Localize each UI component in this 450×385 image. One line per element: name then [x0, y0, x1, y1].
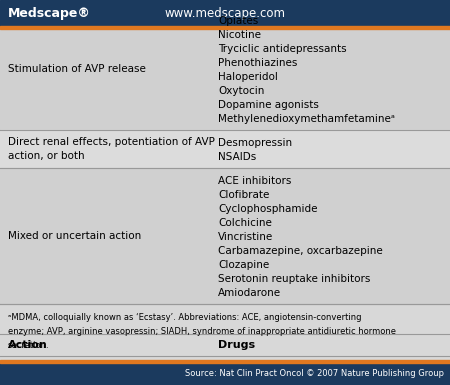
Bar — [0, 8, 450, 130]
Text: ACE inhibitors: ACE inhibitors — [218, 176, 292, 186]
Text: Methylenedioxymethamfetamineᵃ: Methylenedioxymethamfetamineᵃ — [218, 114, 395, 124]
Text: Clozapine: Clozapine — [218, 260, 269, 270]
Text: Clofibrate: Clofibrate — [218, 190, 270, 200]
Text: Colchicine: Colchicine — [218, 218, 272, 228]
Text: Haloperidol: Haloperidol — [218, 72, 278, 82]
Text: Vincristine: Vincristine — [218, 232, 273, 242]
Bar — [0, 130, 450, 168]
Text: Oxytocin: Oxytocin — [218, 86, 265, 96]
Bar — [0, 168, 450, 304]
Text: www.medscape.com: www.medscape.com — [165, 7, 285, 20]
Bar — [0, 0, 450, 26]
Text: Phenothiazines: Phenothiazines — [218, 58, 297, 68]
Text: Amiodarone: Amiodarone — [218, 288, 281, 298]
Text: enzyme; AVP, arginine vasopressin; SIADH, syndrome of inappropriate antidiuretic: enzyme; AVP, arginine vasopressin; SIADH… — [8, 326, 396, 335]
Text: Drugs: Drugs — [218, 340, 255, 350]
Text: Medscape®: Medscape® — [8, 7, 91, 20]
Text: Nicotine: Nicotine — [218, 30, 261, 40]
Text: Carbamazepine, oxcarbazepine: Carbamazepine, oxcarbazepine — [218, 246, 383, 256]
Text: Direct renal effects, potentiation of AVP: Direct renal effects, potentiation of AV… — [8, 137, 215, 147]
Text: Desmopressin: Desmopressin — [218, 138, 292, 148]
Text: Serotonin reuptake inhibitors: Serotonin reuptake inhibitors — [218, 274, 370, 284]
Text: Opiates: Opiates — [218, 16, 258, 26]
Text: action, or both: action, or both — [8, 151, 85, 161]
Text: Source: Nat Clin Pract Oncol © 2007 Nature Publishing Group: Source: Nat Clin Pract Oncol © 2007 Natu… — [185, 370, 444, 378]
Text: Mixed or uncertain action: Mixed or uncertain action — [8, 231, 141, 241]
Text: ᵃMDMA, colloquially known as ‘Ecstasy’. Abbreviations: ACE, angiotensin-converti: ᵃMDMA, colloquially known as ‘Ecstasy’. … — [8, 313, 361, 321]
Bar — [0, 360, 450, 363]
Bar — [0, 334, 450, 356]
Text: Stimulation of AVP release: Stimulation of AVP release — [8, 64, 146, 74]
Text: NSAIDs: NSAIDs — [218, 152, 256, 162]
Bar — [0, 363, 450, 385]
Bar — [0, 26, 450, 29]
Text: Cyclophosphamide: Cyclophosphamide — [218, 204, 318, 214]
Bar — [0, 304, 450, 360]
Text: Action: Action — [8, 340, 48, 350]
Text: secretion.: secretion. — [8, 340, 50, 350]
Text: Dopamine agonists: Dopamine agonists — [218, 100, 319, 110]
Text: Tryciclic antidepressants: Tryciclic antidepressants — [218, 44, 346, 54]
